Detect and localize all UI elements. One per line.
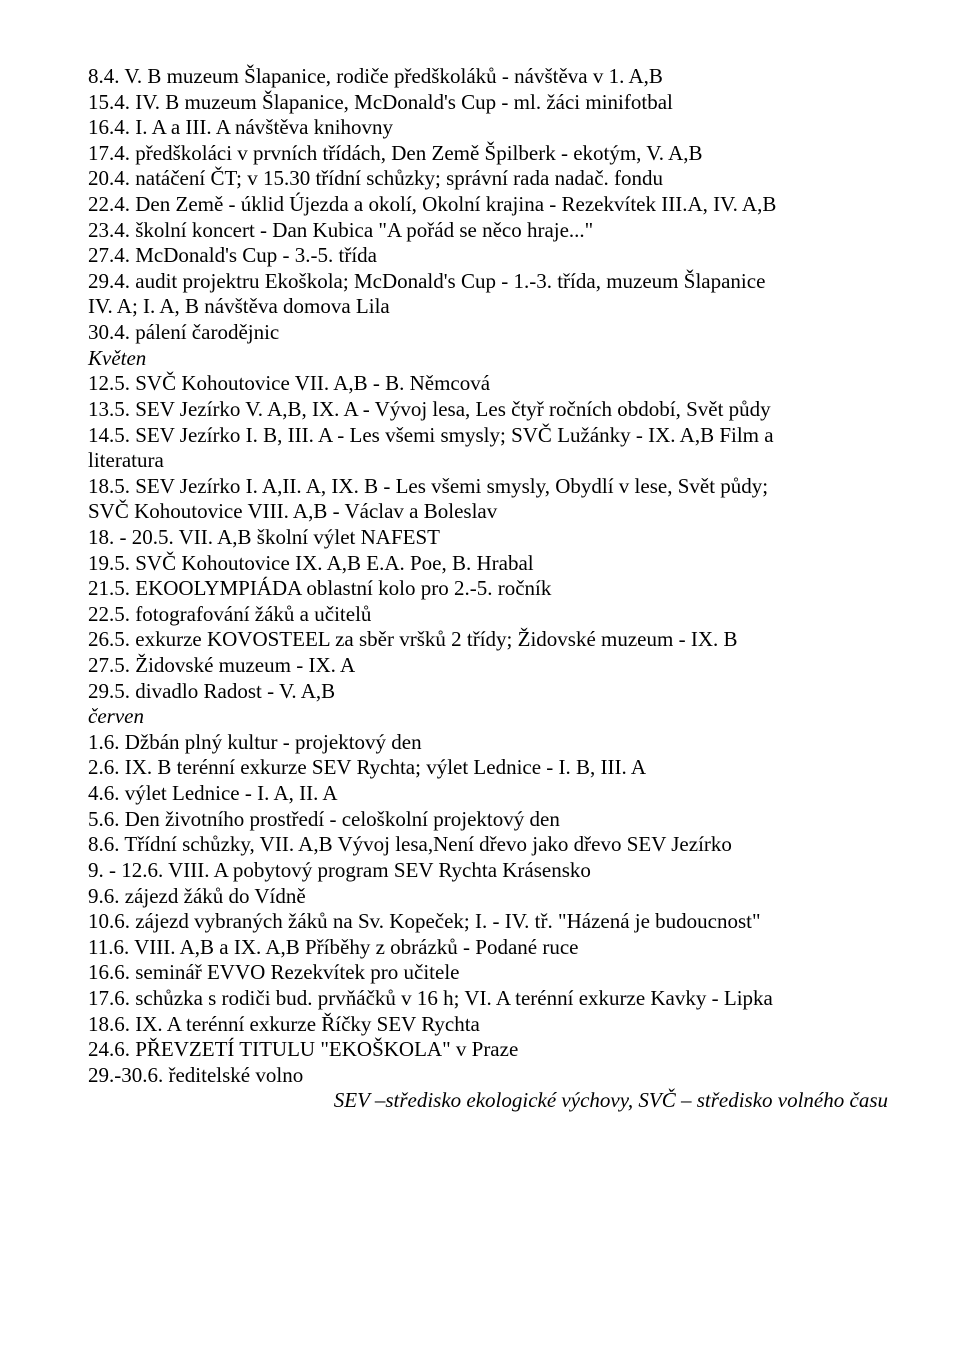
calendar-line: 18. - 20.5. VII. A,B školní výlet NAFEST [88, 525, 892, 551]
calendar-line: 8.4. V. B muzeum Šlapanice, rodiče předš… [88, 64, 892, 90]
calendar-line: 29.5. divadlo Radost - V. A,B [88, 679, 892, 705]
calendar-line: 13.5. SEV Jezírko V. A,B, IX. A - Vývoj … [88, 397, 892, 423]
calendar-line: 15.4. IV. B muzeum Šlapanice, McDonald's… [88, 90, 892, 116]
calendar-line: literatura [88, 448, 892, 474]
calendar-line: 29.4. audit projektru Ekoškola; McDonald… [88, 269, 892, 295]
calendar-line: 20.4. natáčení ČT; v 15.30 třídní schůzk… [88, 166, 892, 192]
calendar-line: 14.5. SEV Jezírko I. B, III. A - Les vše… [88, 423, 892, 449]
calendar-line: 2.6. IX. B terénní exkurze SEV Rychta; v… [88, 755, 892, 781]
calendar-line: SVČ Kohoutovice VIII. A,B - Václav a Bol… [88, 499, 892, 525]
calendar-line: IV. A; I. A, B návštěva domova Lila [88, 294, 892, 320]
calendar-line: 27.5. Židovské muzeum - IX. A [88, 653, 892, 679]
calendar-line: 21.5. EKOOLYMPIÁDA oblastní kolo pro 2.-… [88, 576, 892, 602]
calendar-line: 4.6. výlet Lednice - I. A, II. A [88, 781, 892, 807]
calendar-line: 1.6. Džbán plný kultur - projektový den [88, 730, 892, 756]
calendar-line: 24.6. PŘEVZETÍ TITULU "EKOŠKOLA" v Praze [88, 1037, 892, 1063]
calendar-line: 22.4. Den Země - úklid Újezda a okolí, O… [88, 192, 892, 218]
calendar-line: 17.4. předškoláci v prvních třídách, Den… [88, 141, 892, 167]
calendar-line: 16.4. I. A a III. A návštěva knihovny [88, 115, 892, 141]
calendar-line: 18.5. SEV Jezírko I. A,II. A, IX. B - Le… [88, 474, 892, 500]
calendar-line: 16.6. seminář EVVO Rezekvítek pro učitel… [88, 960, 892, 986]
month-heading: červen [88, 704, 892, 730]
calendar-line: 26.5. exkurze KOVOSTEEL za sběr vršků 2 … [88, 627, 892, 653]
calendar-line: 19.5. SVČ Kohoutovice IX. A,B E.A. Poe, … [88, 551, 892, 577]
calendar-line: 9. - 12.6. VIII. A pobytový program SEV … [88, 858, 892, 884]
calendar-line: 17.6. schůzka s rodiči bud. prvňáčků v 1… [88, 986, 892, 1012]
document-body: 8.4. V. B muzeum Šlapanice, rodiče předš… [88, 64, 892, 1088]
calendar-line: 8.6. Třídní schůzky, VII. A,B Vývoj lesa… [88, 832, 892, 858]
calendar-line: 18.6. IX. A terénní exkurze Říčky SEV Ry… [88, 1012, 892, 1038]
calendar-line: 12.5. SVČ Kohoutovice VII. A,B - B. Němc… [88, 371, 892, 397]
calendar-line: 9.6. zájezd žáků do Vídně [88, 884, 892, 910]
calendar-line: 5.6. Den životního prostředí - celoškoln… [88, 807, 892, 833]
calendar-line: 23.4. školní koncert - Dan Kubica "A poř… [88, 218, 892, 244]
month-heading: Květen [88, 346, 892, 372]
footer-note: SEV –středisko ekologické výchovy, SVČ –… [88, 1088, 892, 1114]
calendar-line: 11.6. VIII. A,B a IX. A,B Příběhy z obrá… [88, 935, 892, 961]
calendar-line: 10.6. zájezd vybraných žáků na Sv. Kopeč… [88, 909, 892, 935]
calendar-line: 30.4. pálení čarodějnic [88, 320, 892, 346]
calendar-line: 22.5. fotografování žáků a učitelů [88, 602, 892, 628]
calendar-line: 27.4. McDonald's Cup - 3.-5. třída [88, 243, 892, 269]
calendar-line: 29.-30.6. ředitelské volno [88, 1063, 892, 1089]
